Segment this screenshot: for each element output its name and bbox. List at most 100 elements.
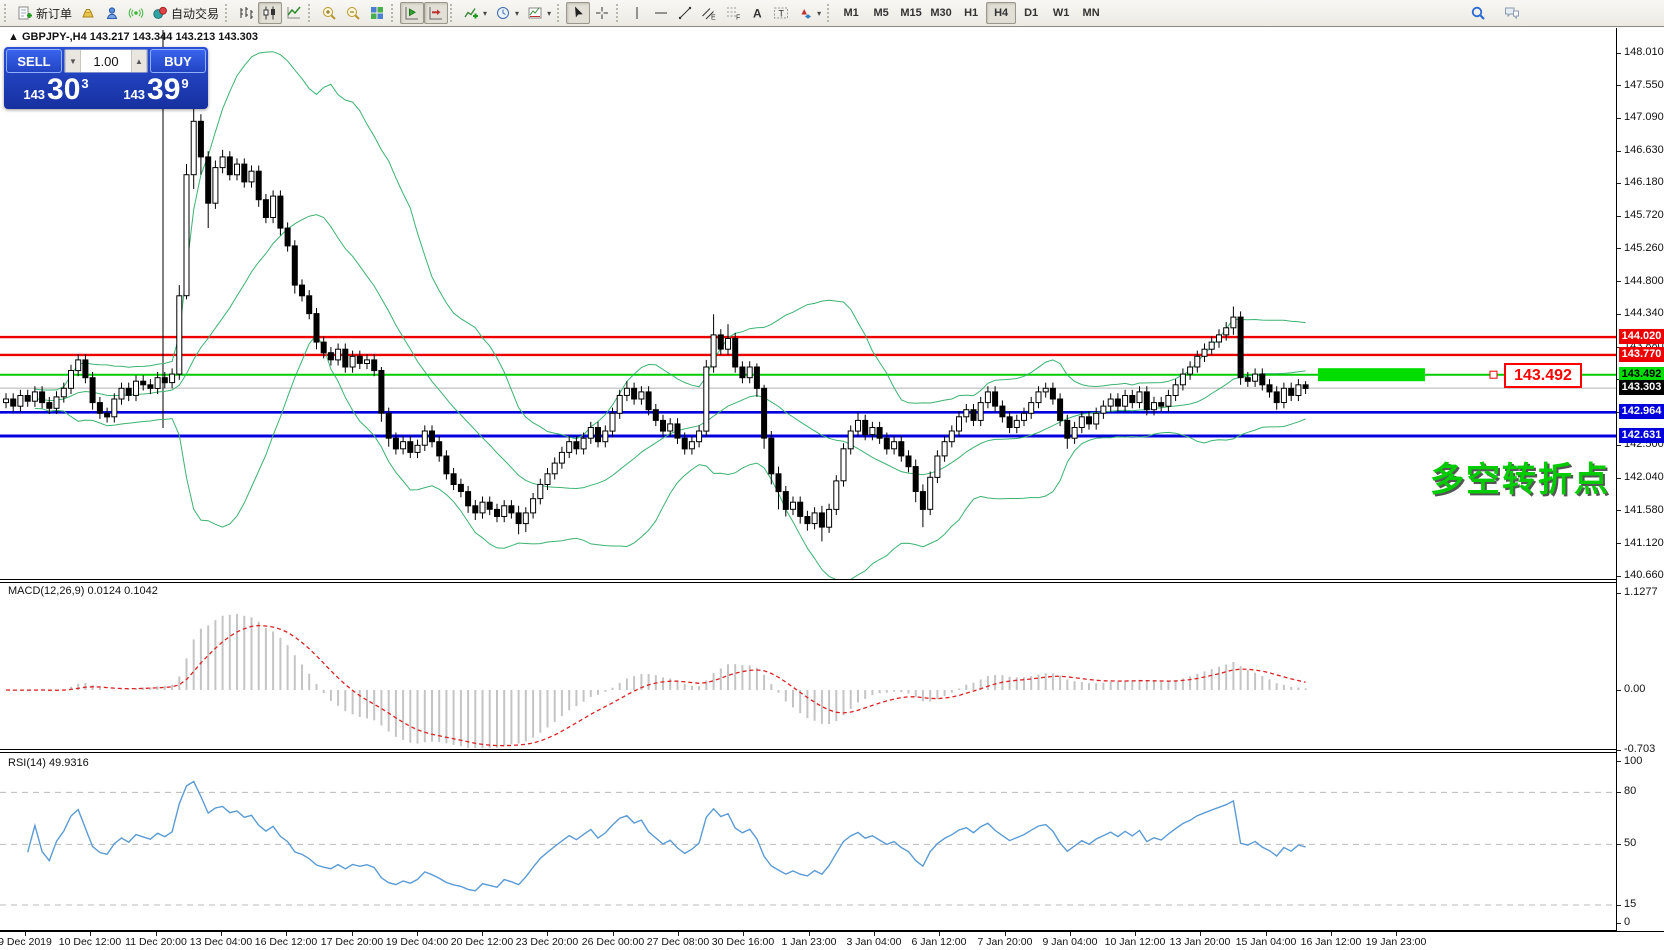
macd-pane-label: MACD(12,26,9) 0.0124 0.1042 [8,585,158,597]
axis-tick [1617,690,1621,691]
buy-price-big: 39 [147,73,181,106]
price-badge: 143.770 [1619,347,1664,362]
timeframe-h4-button[interactable]: H4 [986,2,1017,24]
price-badge: 143.303 [1619,380,1664,395]
axis-tick [1617,216,1621,217]
vertical-line-button[interactable] [625,2,649,24]
chart-canvas[interactable] [0,28,1616,931]
crosshair-icon [596,7,609,19]
price-tag-annotation[interactable]: 143.492 [1504,363,1582,388]
rsi-axis-label: 50 [1624,837,1637,849]
signal-button[interactable] [124,2,148,24]
macd-axis-label: 1.1277 [1624,586,1658,598]
autotrade-icon [153,6,167,19]
time-axis-label: 16 Jan 12:00 [1300,936,1362,948]
trendline-button[interactable] [673,2,697,24]
volume-decrease-button[interactable]: ▼ [65,50,81,72]
time-tick [1331,932,1332,936]
volume-stepper: ▼ ▲ [64,49,148,73]
axis-tick [1617,281,1621,282]
toolbar-separator [4,4,9,22]
time-axis-label: 30 Dec 16:00 [711,936,775,948]
price-axis-label: 141.120 [1624,537,1664,549]
price-axis[interactable]: 148.010 147.550 147.090 146.630 146.180 145.7… [1616,28,1664,931]
timeframe-d1-button[interactable]: D1 [1016,2,1046,24]
time-tick [1200,932,1201,936]
channel-button[interactable]: E [697,2,721,24]
symbol-ohlc-readout: ▲ GBPJPY-,H4 143.217 143.344 143.213 143… [8,31,259,43]
sell-button[interactable]: SELL [6,49,62,73]
main-toolbar: 新订单 自动交易 ▾ ▾ ▾ E F A T ▾ M1 M5 M15 M30 H1 H4 D1 W1 MN [0,0,1664,27]
timeframe-m5-button[interactable]: M5 [866,2,896,24]
timeframe-w1-button[interactable]: W1 [1046,2,1076,24]
chart-candles-button[interactable] [258,2,283,24]
zoom-in-button[interactable] [317,2,341,24]
auto-scroll-button[interactable] [400,2,425,24]
timeframe-m30-button[interactable]: M30 [926,2,956,24]
time-axis-label: 17 Dec 20:00 [320,936,384,948]
zoom-out-button[interactable] [341,2,365,24]
chart-shift-icon [429,7,443,20]
time-axis-label: 11 Dec 20:00 [125,936,187,948]
cursor-button[interactable] [566,2,591,24]
text-label-button[interactable]: T [769,2,793,24]
channel-icon: E [702,8,716,21]
ingot-icon [82,9,94,18]
toolbar-separator [225,4,230,22]
timeframe-m1-button[interactable]: M1 [836,2,866,24]
candlestick-series [3,103,1309,542]
timeframe-h1-button[interactable]: H1 [956,2,986,24]
chat-button[interactable] [1500,2,1524,24]
new-order-button[interactable]: 新订单 [13,2,76,24]
chart-line-button[interactable] [282,2,306,24]
zoom-in-icon [323,7,336,20]
time-tick [286,932,287,936]
buy-price[interactable]: 143 39 9 [106,74,206,106]
time-tick [678,932,679,936]
axis-tick [1617,576,1621,577]
time-tick [156,932,157,936]
chart-shift-button[interactable] [424,2,449,24]
fibonacci-button[interactable]: F [721,2,745,24]
volume-increase-button[interactable]: ▲ [131,50,147,72]
periods-button[interactable]: ▾ [491,2,523,24]
turning-point-annotation: 多空转折点 [1430,461,1610,499]
volume-input[interactable] [81,50,131,72]
cursor-icon [575,6,583,18]
templates-button[interactable]: ▾ [523,2,555,24]
highlight-zone[interactable] [1318,368,1425,382]
time-axis-label: 7 Jan 20:00 [977,936,1033,948]
fibonacci-icon: F [727,7,740,22]
chevron-down-icon: ▾ [483,8,488,18]
profile-button[interactable] [100,2,124,24]
horizontal-line-button[interactable] [649,2,673,24]
time-axis[interactable]: 9 Dec 2019 10 Dec 12:00 11 Dec 20:00 13 Dec… [0,931,1664,950]
price-axis-label: 142.040 [1624,471,1664,483]
new-order-button-label: 新订单 [36,6,73,21]
autotrade-button[interactable]: 自动交易 [148,2,223,24]
search-button[interactable] [1466,2,1490,24]
chart-bars-icon [240,7,254,19]
axis-tick [1617,844,1621,845]
tile-windows-button[interactable] [365,2,389,24]
axis-tick [1617,593,1621,594]
timeframe-mn-button[interactable]: MN [1076,2,1106,24]
crosshair-button[interactable] [590,2,614,24]
ingot-button[interactable] [76,2,100,24]
hline-icon [655,12,668,14]
sell-price[interactable]: 143 30 3 [6,74,106,106]
buy-price-sup: 9 [181,76,189,91]
signal-icon [128,8,144,18]
sell-price-big: 30 [47,73,81,106]
time-tick [352,932,353,936]
buy-button[interactable]: BUY [150,49,206,73]
svg-text:F: F [736,15,740,22]
axis-tick [1617,314,1621,315]
chart-bars-button[interactable] [234,2,258,24]
arrows-button[interactable]: ▾ [793,2,825,24]
axis-tick [1617,923,1621,924]
text-button[interactable]: A [745,2,769,24]
timeframe-m15-button[interactable]: M15 [896,2,926,24]
indicators-button[interactable]: ▾ [459,2,491,24]
macd-axis-label: 0.00 [1624,683,1646,695]
